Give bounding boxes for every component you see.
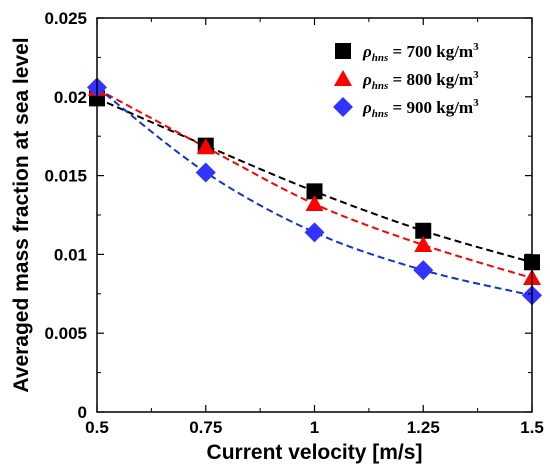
data-point-triangle [196, 138, 215, 155]
data-markers [87, 77, 542, 306]
legend-marker-triangle [334, 70, 352, 86]
y-tick-label: 0 [78, 403, 87, 422]
legend-label: ρhns = 800 kg/m3 [362, 69, 479, 92]
y-tick-label: 0.015 [44, 167, 87, 186]
y-tick-label: 0.02 [54, 88, 87, 107]
x-tick-label: 1.25 [407, 418, 440, 437]
legend-value: = 800 kg/m [388, 70, 473, 89]
legend-symbol: ρ [362, 70, 372, 89]
legend-subscript: hns [372, 80, 389, 92]
y-axis-title: Averaged mass fraction at sea level [10, 37, 33, 392]
legend-value: = 900 kg/m [388, 98, 473, 117]
data-point-diamond [195, 162, 216, 183]
x-tick-label: 0.75 [189, 418, 222, 437]
legend-subscript: hns [372, 52, 389, 64]
legend-superscript: 3 [473, 41, 479, 53]
legend-marker-square [335, 43, 351, 59]
legend-superscript: 3 [473, 69, 479, 81]
axis-ticks: 0.5 0.75 1 1.25 1.5 0 0.005 0.01 0.015 0.02 0.025 [44, 9, 543, 437]
legend-superscript: 3 [473, 97, 479, 109]
data-point-diamond [304, 222, 325, 243]
legend-symbol: ρ [362, 42, 372, 61]
y-tick-label: 0.005 [44, 324, 87, 343]
y-tick-label: 0.025 [44, 9, 87, 28]
legend-label: ρhns = 900 kg/m3 [362, 97, 479, 120]
legend-value: = 700 kg/m [388, 42, 473, 61]
data-point-square [306, 183, 323, 200]
data-point-diamond [413, 260, 434, 281]
x-tick-label: 1.5 [520, 418, 544, 437]
y-tick-label: 0.01 [54, 245, 87, 264]
data-point-triangle [414, 235, 433, 252]
x-tick-label: 1 [310, 418, 319, 437]
legend-marker-diamond [333, 97, 353, 117]
x-tick-label: 0.5 [85, 418, 109, 437]
legend-subscript: hns [372, 108, 389, 120]
data-point-square [415, 222, 432, 239]
legend-label: ρhns = 700 kg/m3 [362, 41, 479, 64]
data-point-triangle [305, 194, 324, 211]
trend-line-series-3 [96, 86, 533, 297]
legend-symbol: ρ [362, 98, 372, 117]
x-axis-title: Current velocity [m/s] [207, 441, 423, 464]
